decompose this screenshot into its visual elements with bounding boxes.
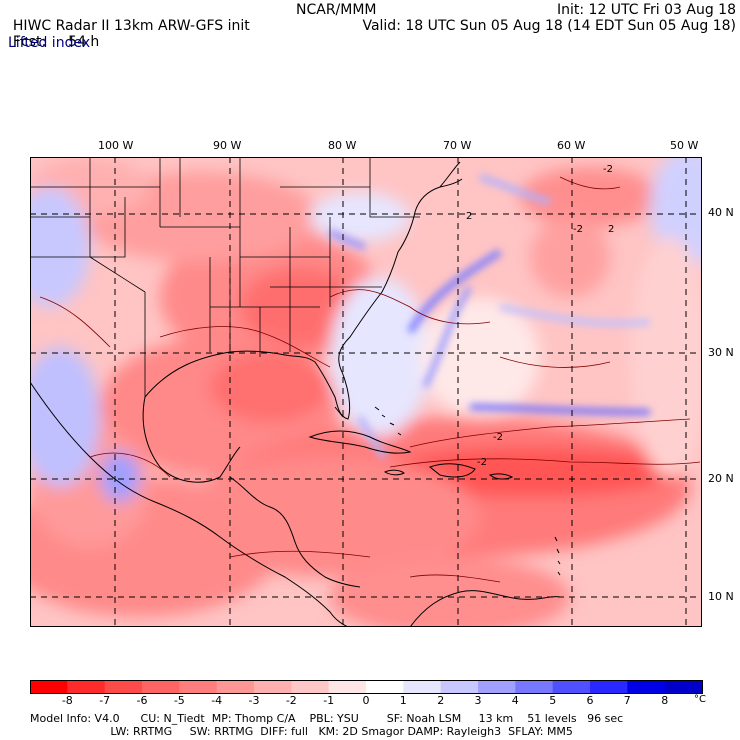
colorbar-swatch <box>515 680 554 694</box>
colorbar-swatch <box>664 680 703 694</box>
colorbar-swatch <box>590 680 628 694</box>
lon-label-100w: 100 W <box>98 139 134 152</box>
lat-label-40n: 40 N <box>708 206 734 219</box>
colorbar-tick-label: 3 <box>474 694 482 707</box>
contour-label: -2 <box>573 224 583 235</box>
colorbar-tick-label: -8 <box>61 694 73 707</box>
colorbar-tick-label: -1 <box>323 694 335 707</box>
colorbar-unit: °C <box>694 694 706 705</box>
colorbar-swatch <box>552 680 591 694</box>
lat-label-20n: 20 N <box>708 472 734 485</box>
colorbar-tick-label: -6 <box>136 694 148 707</box>
colorbar-tick-label: -3 <box>248 694 260 707</box>
colorbar-swatch <box>366 680 404 694</box>
model-info-line2: LW: RRTMG SW: RRTMG DIFF: full KM: 2D Sm… <box>30 725 573 738</box>
lat-label-10n: 10 N <box>708 590 734 603</box>
colorbar-swatch <box>627 680 666 694</box>
lon-label-50w: 50 W <box>670 139 699 152</box>
colorbar-tick-label: -4 <box>211 694 223 707</box>
colorbar-swatch <box>179 680 218 694</box>
colorbar-tick-label: 0 <box>362 694 370 707</box>
colorbar-swatch <box>142 680 180 694</box>
graticule <box>30 157 702 627</box>
field-shading <box>30 157 702 627</box>
model-info-line1: Model Info: V4.0 CU: N_Tiedt MP: Thomp C… <box>30 712 624 725</box>
contours <box>39 176 701 583</box>
contour-label: 2 <box>608 224 614 235</box>
colorbar-swatch <box>254 680 292 694</box>
colorbar-tick-label: 6 <box>586 694 594 707</box>
colorbar-swatch <box>216 680 255 694</box>
lon-label-60w: 60 W <box>557 139 586 152</box>
lon-label-70w: 70 W <box>443 139 472 152</box>
header-title: HIWC Radar II 13km ARW-GFS init <box>4 2 250 34</box>
colorbar-tick-label: -7 <box>99 694 111 707</box>
contour-label: -2 <box>493 432 503 443</box>
colorbar-swatch <box>440 680 479 694</box>
colorbar-tick-label: 7 <box>623 694 631 707</box>
title-line: HIWC Radar II 13km ARW-GFS init <box>12 18 250 34</box>
colorbar-swatch <box>30 680 68 694</box>
field-name: Lifted index <box>8 35 91 51</box>
colorbar-tick-label: 8 <box>661 694 669 707</box>
colorbar-swatch <box>403 680 442 694</box>
colorbar-swatch <box>291 680 330 694</box>
lifted-index-map: -2 2 2 -2 -2 -2 <box>30 157 702 627</box>
lon-label-80w: 80 W <box>328 139 357 152</box>
contour-label: -2 <box>477 457 487 468</box>
lat-label-30n: 30 N <box>708 346 734 359</box>
contour-label: -2 <box>603 164 613 175</box>
colorbar-tick-label: 4 <box>511 694 519 707</box>
init-time: Init: 12 UTC Fri 03 Aug 18 <box>556 2 736 18</box>
colorbar-tick-label: -5 <box>173 694 185 707</box>
contour-label: 2 <box>466 211 472 222</box>
lon-label-90w: 90 W <box>213 139 242 152</box>
colorbar-tick-label: 1 <box>399 694 407 707</box>
fcst-label: Fcst: <box>12 34 47 50</box>
colorbar <box>30 680 703 694</box>
valid-time: Valid: 18 UTC Sun 05 Aug 18 (14 EDT Sun … <box>362 18 736 34</box>
map-frame <box>30 157 702 627</box>
contour-label-group: -2 2 2 -2 -2 -2 <box>466 164 614 468</box>
colorbar-swatch <box>104 680 143 694</box>
fcst-value: 54 h <box>68 34 100 50</box>
colorbar-tick-label: -2 <box>285 694 297 707</box>
colorbar-tick-label: 5 <box>549 694 557 707</box>
colorbar-swatch <box>328 680 367 694</box>
colorbar-tick-label: 2 <box>437 694 445 707</box>
colorbar-swatch <box>67 680 106 694</box>
org-label: NCAR/MMM <box>296 2 377 18</box>
colorbar-swatch <box>478 680 516 694</box>
forecast-hour: Fcst: 54 h <box>4 18 99 50</box>
field-streaks <box>328 174 651 460</box>
